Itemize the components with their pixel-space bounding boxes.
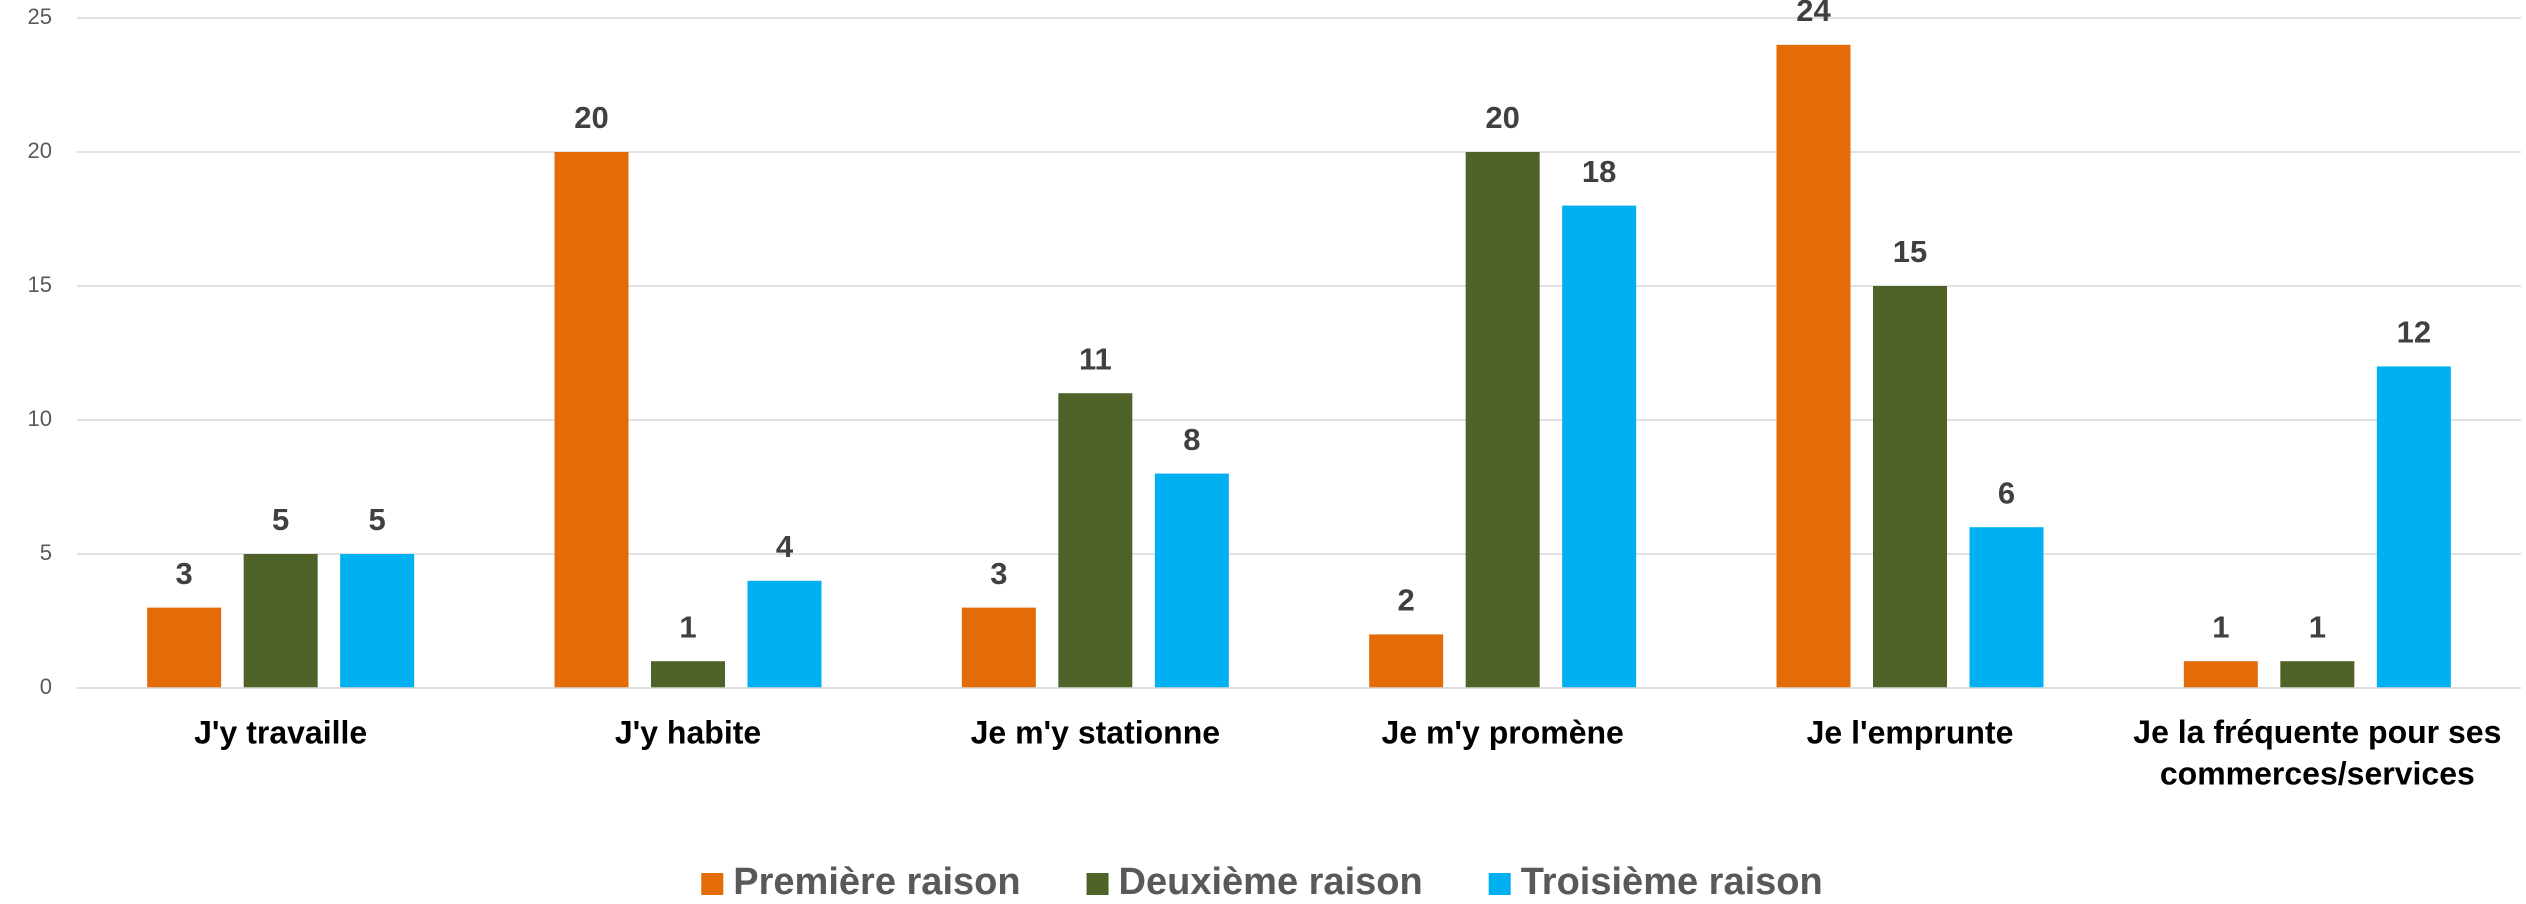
x-tick-label: Je m'y promène xyxy=(1381,714,1623,750)
value-label: 15 xyxy=(1893,234,1927,269)
bar xyxy=(1058,393,1133,688)
value-label: 5 xyxy=(272,502,289,537)
value-label: 20 xyxy=(574,100,608,135)
bar xyxy=(2376,366,2451,688)
x-tick-label: Je l'emprunte xyxy=(1807,714,2014,750)
legend-label: Troisième raison xyxy=(1521,861,1823,903)
y-tick-label: 25 xyxy=(28,4,52,29)
y-tick-label: 20 xyxy=(28,138,52,163)
value-label: 5 xyxy=(369,502,386,537)
value-label: 2 xyxy=(1398,583,1415,618)
value-label: 1 xyxy=(2309,609,2326,644)
bar xyxy=(2183,661,2258,688)
y-tick-label: 10 xyxy=(28,406,52,431)
value-label: 18 xyxy=(1582,154,1616,189)
legend-swatch xyxy=(701,873,724,895)
value-label: 6 xyxy=(1998,475,2015,510)
legend-label: Deuxième raison xyxy=(1119,861,1423,903)
bar xyxy=(554,152,629,688)
value-label: 3 xyxy=(176,556,193,591)
value-label: 24 xyxy=(1796,0,1831,28)
legend-swatch xyxy=(1086,873,1109,895)
y-tick-label: 15 xyxy=(28,272,52,297)
legend-label: Première raison xyxy=(733,861,1020,903)
value-label: 3 xyxy=(990,556,1007,591)
bar xyxy=(340,554,415,688)
x-tick-label: Je la fréquente pour ses commerces/servic… xyxy=(2133,714,2501,792)
bar xyxy=(961,607,1036,688)
y-tick-label: 5 xyxy=(40,540,52,565)
value-label: 4 xyxy=(776,529,794,564)
x-tick-label: Je m'y stationne xyxy=(971,714,1220,750)
x-tick-label: J'y habite xyxy=(615,714,761,750)
legend: Première raison Deuxième raison Troisième … xyxy=(701,861,1823,903)
bar xyxy=(1465,152,1540,688)
bar xyxy=(747,580,822,688)
bar xyxy=(1969,527,2044,688)
bar xyxy=(243,554,318,688)
bar xyxy=(1154,473,1229,688)
legend-swatch xyxy=(1488,873,1511,895)
value-label: 12 xyxy=(2397,315,2431,350)
value-label: 1 xyxy=(2212,609,2229,644)
bar xyxy=(1776,44,1851,689)
y-tick-label: 0 xyxy=(40,674,52,699)
value-label: 1 xyxy=(679,609,696,644)
value-label: 8 xyxy=(1183,422,1200,457)
bar xyxy=(1562,205,1637,688)
value-label: 11 xyxy=(1079,341,1112,376)
bar xyxy=(2280,661,2355,688)
bar xyxy=(1369,634,1444,688)
x-tick-label: J'y travaille xyxy=(194,714,367,750)
bar xyxy=(147,607,222,688)
bar xyxy=(1873,286,1947,688)
bar xyxy=(651,661,725,688)
value-label: 20 xyxy=(1485,100,1519,135)
